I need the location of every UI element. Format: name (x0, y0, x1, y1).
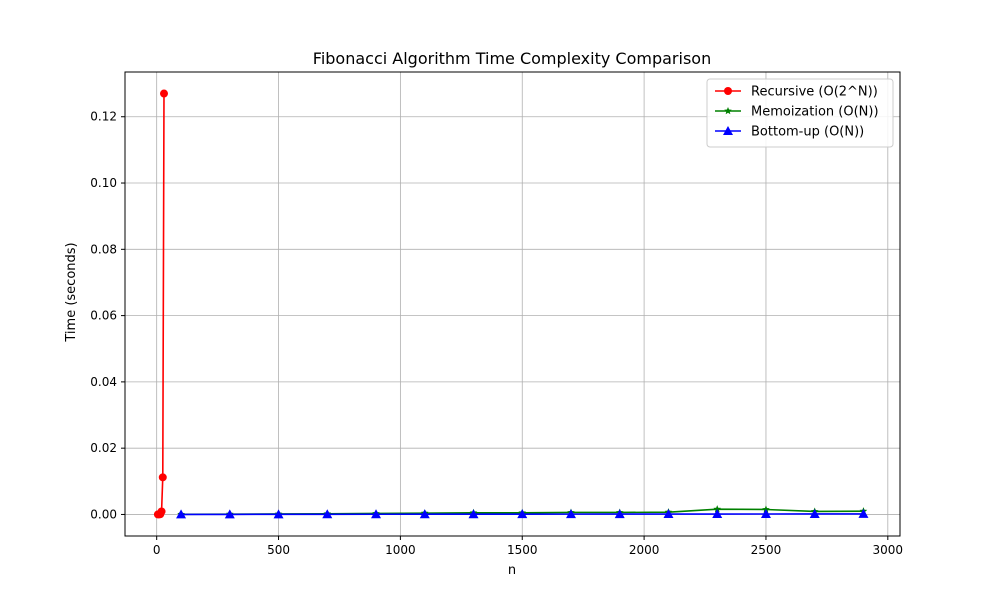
legend-item: Memoization (O(N)) (715, 105, 879, 120)
plot-frame (124, 71, 901, 537)
y-tick-label: 0.04 (90, 375, 117, 389)
legend: Recursive (O(2^N)) Memoization (O(N)) Bott… (706, 78, 894, 148)
x-tick-label: 1500 (507, 543, 538, 557)
y-tick-label: 0.12 (90, 110, 117, 124)
data-point (158, 473, 167, 482)
data-point (517, 509, 528, 519)
y-tick-label: 0.02 (90, 441, 117, 455)
tick-layer: 0 500 1000 1500 2000 2500 3000 0.00 0.02 0.04 0.06… (90, 110, 903, 557)
x-axis-label: n (508, 563, 516, 578)
legend-box (706, 78, 894, 148)
legend-marker (724, 107, 732, 115)
x-tick-label: 2000 (629, 543, 660, 557)
series-2 (176, 508, 869, 519)
data-point (371, 509, 382, 519)
data-point (322, 509, 333, 519)
series-layer (153, 89, 869, 519)
data-point (663, 509, 674, 519)
data-point (614, 509, 625, 519)
data-point (157, 507, 166, 516)
legend-marker (724, 87, 732, 95)
series-0 (153, 89, 168, 519)
data-point (760, 508, 771, 518)
x-tick-label: 500 (267, 543, 290, 557)
data-point (713, 505, 722, 513)
data-point (809, 508, 820, 518)
y-tick-label: 0.00 (90, 507, 117, 521)
legend-label: Memoization (O(N)) (751, 105, 879, 120)
x-tick-label: 0 (153, 543, 161, 557)
data-point (468, 509, 479, 519)
legend-marker (723, 126, 733, 135)
y-tick-label: 0.10 (90, 176, 117, 190)
data-point (273, 509, 284, 519)
y-axis-label: Time (seconds) (64, 242, 79, 342)
data-point (159, 89, 168, 98)
legend-item: Recursive (O(2^N)) (715, 85, 878, 100)
y-tick-label: 0.06 (90, 309, 117, 323)
data-point (712, 509, 723, 519)
legend-item: Bottom-up (O(N)) (715, 125, 864, 140)
legend-label: Recursive (O(2^N)) (751, 85, 878, 100)
x-tick-label: 1000 (385, 543, 416, 557)
y-tick-label: 0.08 (90, 242, 117, 256)
data-point (858, 508, 869, 518)
legend-label: Bottom-up (O(N)) (751, 125, 864, 140)
x-tick-label: 3000 (873, 543, 904, 557)
data-point (419, 509, 430, 519)
data-point (224, 509, 235, 519)
chart-title: Fibonacci Algorithm Time Complexity Comp… (313, 49, 711, 68)
data-point (565, 509, 576, 519)
x-tick-label: 2500 (751, 543, 782, 557)
data-point (176, 509, 187, 519)
